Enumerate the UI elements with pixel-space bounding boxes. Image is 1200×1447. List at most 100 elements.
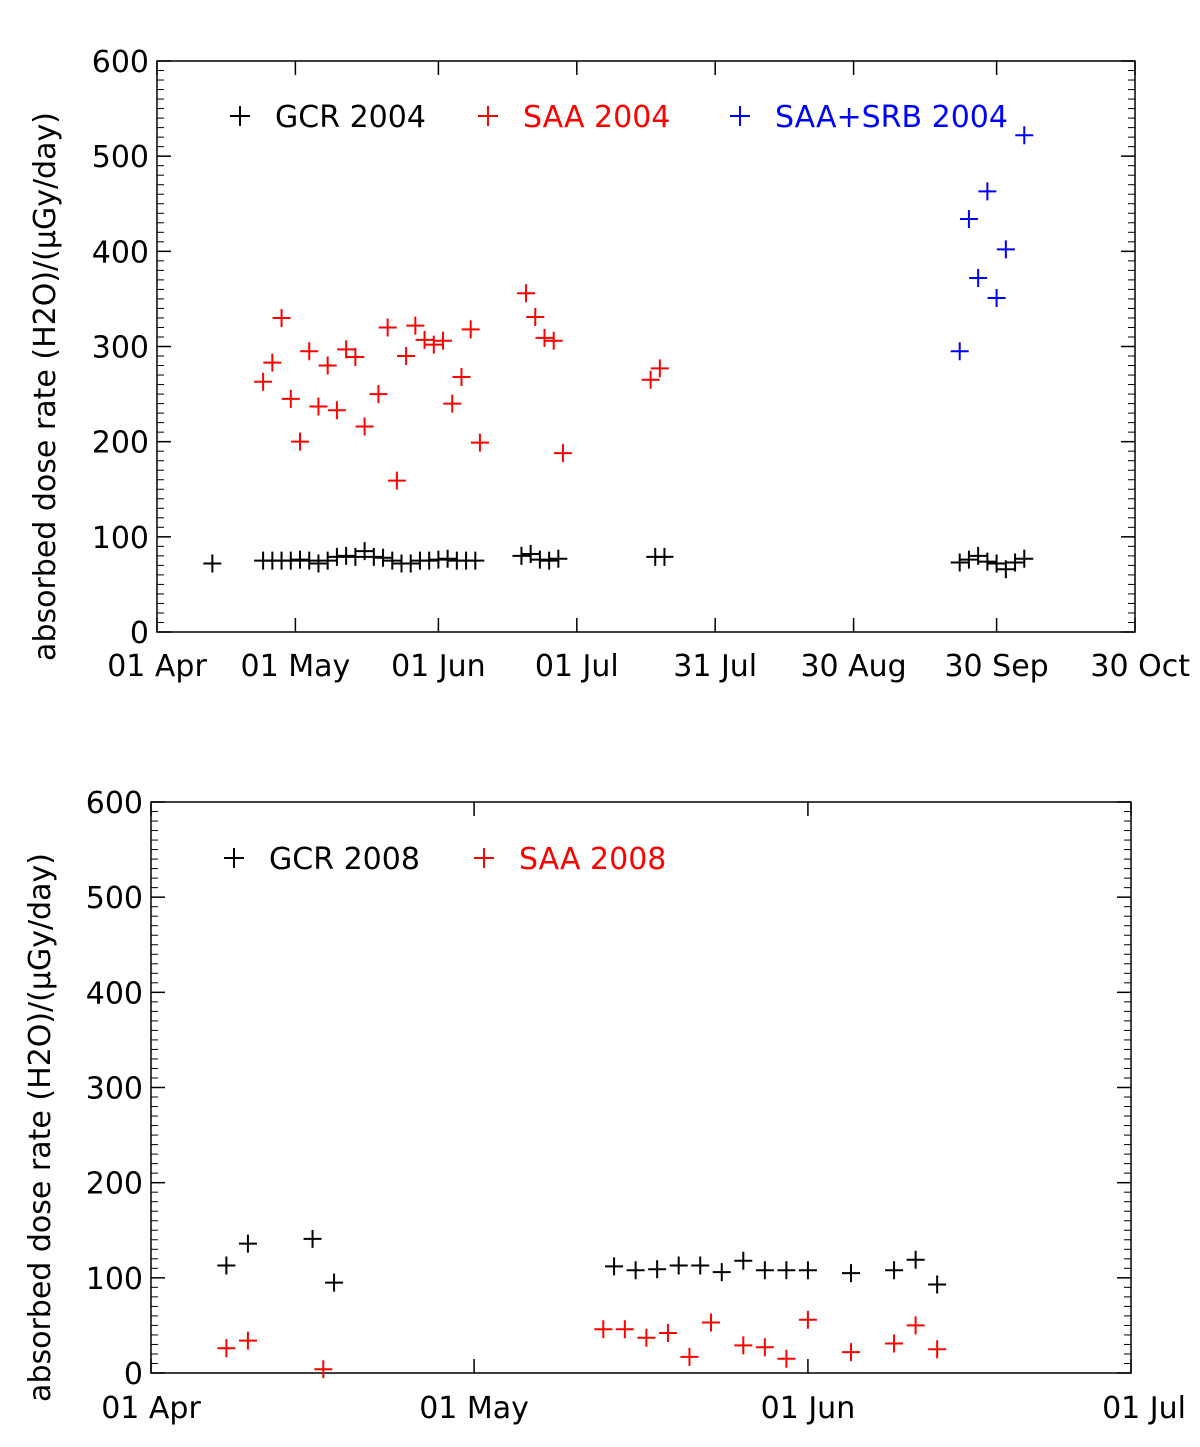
chart-panel-2008: 0 100 200 300 400 500 600 01 Apr 01 May 01 Jun 01 …: [23, 786, 1186, 1426]
data-point: [553, 444, 572, 463]
data-point: [906, 1316, 925, 1335]
data-point: [650, 359, 669, 378]
data-point: [452, 367, 471, 386]
legend-marker: [230, 106, 250, 126]
y-tick-label: 500: [86, 881, 143, 916]
legend-marker: [478, 106, 498, 126]
y-tick-label: 400: [92, 235, 149, 270]
y-tick-label: 0: [130, 616, 149, 651]
y-tick-label: 400: [86, 976, 143, 1011]
data-point: [540, 551, 559, 570]
data-point: [594, 1320, 613, 1339]
data-point: [387, 471, 406, 490]
data-point: [712, 1263, 731, 1282]
data-point: [314, 1360, 333, 1379]
y-tick-label: 300: [86, 1072, 143, 1107]
legend-marker: [224, 848, 244, 868]
data-point: [605, 1257, 624, 1276]
data-point: [309, 554, 328, 573]
data-point: [300, 551, 319, 570]
y-axis-title: absorbed dose rate (H2O)/(μGy/day): [23, 853, 58, 1402]
x-tick-label: 01 Jul: [1102, 1391, 1186, 1426]
data-point: [842, 1343, 860, 1362]
data-point: [309, 397, 328, 416]
data-point: [461, 320, 480, 339]
data-point: [254, 372, 273, 391]
data-point: [626, 1261, 645, 1280]
data-point: [300, 342, 319, 361]
series-saa-srb-2004: [950, 126, 1034, 361]
data-point: [959, 550, 978, 569]
data-point: [906, 1250, 925, 1269]
data-point: [327, 401, 346, 420]
data-point: [512, 546, 531, 565]
y-tick-label: 200: [86, 1167, 143, 1202]
data-point: [281, 389, 300, 408]
legend-label: SAA+SRB 2004: [775, 100, 1008, 135]
data-point: [383, 551, 402, 570]
data-point: [369, 385, 388, 404]
data-point: [291, 432, 310, 451]
y-tick-label: 600: [86, 786, 143, 821]
x-tick-label: 01 Jun: [761, 1391, 856, 1426]
data-point: [535, 328, 554, 347]
series-gcr-2008: [217, 1229, 947, 1294]
data-point: [549, 549, 568, 568]
data-point: [885, 1261, 904, 1280]
data-point: [755, 1338, 774, 1357]
data-point: [978, 182, 997, 201]
data-point: [466, 551, 485, 570]
y-tick-label: 200: [92, 426, 149, 461]
y-tick-label: 100: [92, 521, 149, 556]
x-tick-label: 01 May: [241, 649, 351, 684]
data-point: [355, 542, 374, 561]
data-point: [397, 347, 416, 366]
data-point: [777, 1349, 796, 1368]
legend-label: SAA 2004: [523, 100, 670, 135]
x-tick-label: 30 Aug: [800, 649, 906, 684]
data-point: [374, 548, 393, 567]
data-point: [996, 240, 1015, 259]
data-point: [303, 1229, 322, 1248]
data-point: [263, 353, 282, 372]
x-tick-label: 01 Apr: [107, 649, 207, 684]
data-point: [987, 554, 1006, 573]
series-saa-2008: [217, 1310, 947, 1379]
data-point: [969, 546, 988, 565]
data-point: [978, 552, 997, 571]
data-point: [406, 316, 425, 335]
legend-marker: [474, 848, 494, 868]
data-point: [438, 549, 457, 568]
data-point: [272, 308, 291, 327]
data-point: [238, 1234, 257, 1253]
data-point: [325, 1273, 344, 1292]
data-point: [401, 554, 420, 573]
x-tick-label: 01 Jun: [391, 649, 486, 684]
data-point: [355, 417, 374, 436]
chart-panel-2004: 0 100 200 300 400 500 600 01 Apr 01 May 01 Jun 01 …: [28, 45, 1190, 684]
data-point: [969, 268, 988, 287]
data-point: [637, 1328, 656, 1347]
series-gcr-2004: [203, 542, 1034, 579]
data-point: [950, 553, 969, 572]
legend-marker: [730, 106, 750, 126]
data-point: [885, 1334, 904, 1353]
series-saa-2004: [254, 284, 669, 490]
data-point: [928, 1275, 947, 1294]
data-point: [798, 1261, 817, 1280]
data-point: [842, 1264, 860, 1283]
data-point: [346, 347, 365, 366]
plot-frame: [156, 60, 1136, 633]
data-point: [517, 284, 536, 303]
data-point: [378, 318, 397, 337]
data-point: [424, 335, 443, 354]
data-point: [950, 342, 969, 361]
x-tick-label: 01 Jul: [535, 649, 619, 684]
data-point: [1015, 126, 1034, 145]
data-point: [238, 1331, 257, 1350]
data-point: [443, 394, 462, 413]
y-tick-label: 100: [86, 1262, 143, 1297]
data-point: [655, 547, 674, 566]
x-tick-label: 30 Oct: [1090, 649, 1190, 684]
legend-label: SAA 2008: [519, 842, 666, 877]
